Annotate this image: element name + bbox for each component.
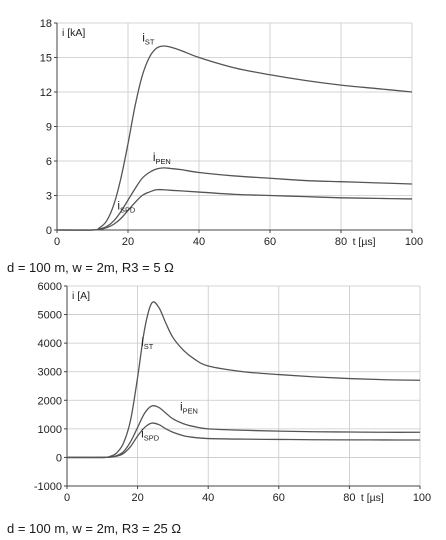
- chart-bottom-series-label-pen: iPEN: [180, 399, 198, 415]
- chart-top-series-label-pen: iPEN: [153, 150, 171, 166]
- chart-top-xtick-label-1: 20: [122, 236, 134, 248]
- chart-top-xtick-label-5: 100: [405, 236, 423, 248]
- chart-top-xtick-label-4: 80: [335, 236, 347, 248]
- chart-top-ytick-label-0: 0: [46, 225, 52, 237]
- chart-top-ytick-label-6: 18: [40, 18, 52, 30]
- chart-bottom-grid: [67, 285, 421, 487]
- chart-top-xtick-label-3: 60: [264, 236, 276, 248]
- chart-top-series-label-st: iST: [142, 30, 155, 46]
- chart-top-series-label-spd: iSPD: [117, 198, 136, 214]
- chart-top-series-pen: [56, 167, 413, 231]
- chart-top-series-spd: [56, 188, 413, 231]
- chart-top-ytick-label-3: 9: [46, 122, 52, 134]
- chart-bottom-ytick-label-6: 5000: [38, 310, 62, 322]
- chart-top-caption: d = 100 m, w = 2m, R3 = 5 Ω: [7, 260, 174, 275]
- chart-bottom-ytick-label-1: 0: [56, 452, 62, 464]
- chart-bottom-series-label-st: iST: [141, 335, 154, 351]
- chart-top-ytick-label-4: 12: [40, 87, 52, 99]
- chart-top-grid: [57, 22, 413, 231]
- chart-top-ytick-label-2: 6: [46, 156, 52, 168]
- chart-top-series-st: [56, 45, 413, 231]
- chart-top-ytick-label-1: 3: [46, 191, 52, 203]
- chart-bottom-xtick-label-1: 20: [131, 492, 143, 504]
- chart-bottom-series-label-spd: iSPD: [141, 426, 160, 442]
- chart-bottom-xtick-label-0: 0: [64, 492, 70, 504]
- chart-bottom-caption: d = 100 m, w = 2m, R3 = 25 Ω: [7, 521, 182, 536]
- chart-top-xtick-label-2: 40: [193, 236, 205, 248]
- chart-bottom-xtick-label-2: 40: [202, 492, 214, 504]
- chart-bottom-series-pen: [66, 405, 421, 459]
- chart-bottom-ytick-label-4: 3000: [38, 367, 62, 379]
- chart-bottom-xtick-label-3: 60: [273, 492, 285, 504]
- chart-bottom-ylabel: i [A]: [72, 290, 90, 302]
- chart-bottom-series-spd: [66, 422, 421, 459]
- chart-top: 0 3 6 9 12 15 18 0 20 40 60 80 100 i [kA] t [µs] iST iPE…: [40, 18, 423, 248]
- chart-bottom-ytick-label-2: 1000: [38, 424, 62, 436]
- chart-top-ytick-label-5: 15: [40, 53, 52, 65]
- chart-bottom-ytick-label-7: 6000: [38, 281, 62, 293]
- chart-bottom-xlabel: t [µs]: [361, 492, 384, 504]
- chart-bottom-ytick-label-0: -1000: [34, 481, 62, 493]
- chart-bottom-ytick-label-3: 2000: [38, 395, 62, 407]
- chart-bottom-ytick-label-5: 4000: [38, 338, 62, 350]
- chart-top-ylabel: i [kA]: [62, 27, 85, 39]
- chart-bottom-xtick-label-5: 100: [413, 492, 431, 504]
- chart-bottom-series-st: [66, 301, 421, 459]
- chart-top-xtick-label-0: 0: [54, 236, 60, 248]
- chart-bottom-xtick-label-4: 80: [343, 492, 355, 504]
- chart-top-xlabel: t [µs]: [353, 236, 376, 248]
